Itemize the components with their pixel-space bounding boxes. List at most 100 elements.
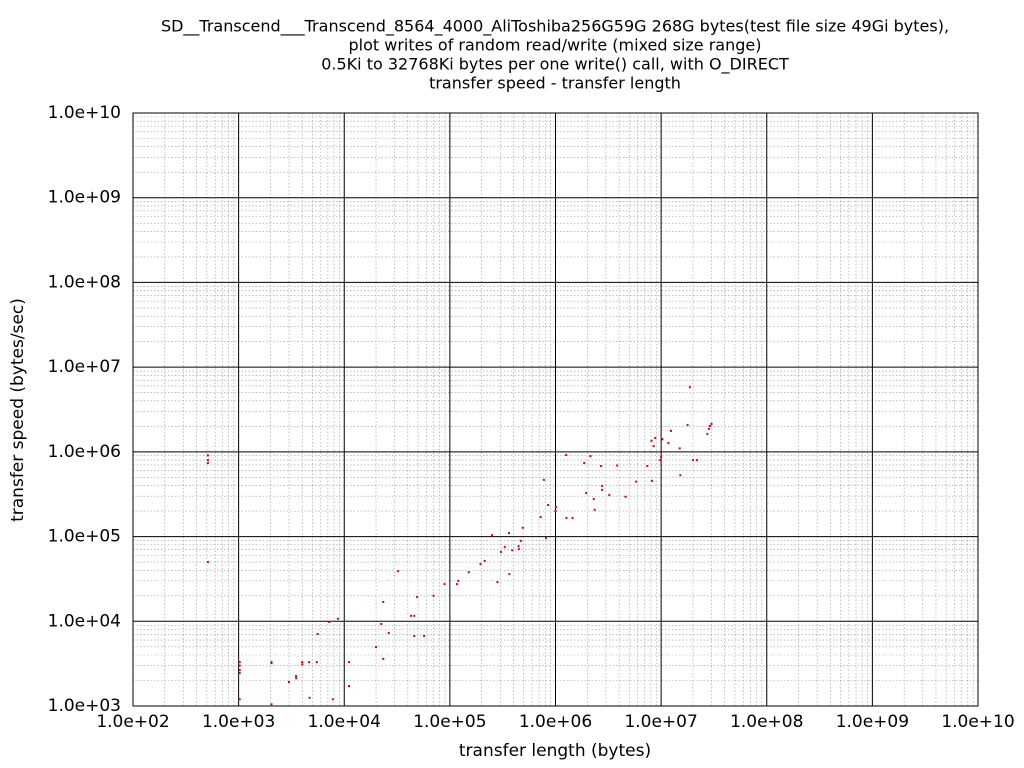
point <box>554 510 557 513</box>
point <box>380 622 383 625</box>
point <box>661 438 664 441</box>
point <box>691 459 694 462</box>
point <box>654 436 657 439</box>
point <box>443 583 446 586</box>
point <box>295 675 298 678</box>
x-tick-label: 1.0e+08 <box>730 712 803 732</box>
point <box>517 548 520 551</box>
y-tick-label: 1.0e+04 <box>48 611 121 631</box>
point <box>686 424 689 427</box>
x-tick-label: 1.0e+05 <box>413 712 486 732</box>
point <box>423 635 426 638</box>
point <box>206 461 209 464</box>
point <box>646 465 649 468</box>
point <box>387 631 390 634</box>
point <box>503 546 506 549</box>
point <box>508 532 511 535</box>
y-tick-label: 1.0e+09 <box>48 188 121 208</box>
point <box>571 516 574 519</box>
y-tick-label: 1.0e+10 <box>48 103 121 123</box>
point <box>206 561 209 564</box>
point <box>710 422 713 425</box>
x-axis-label: transfer length (bytes) <box>459 741 651 761</box>
point <box>270 703 273 706</box>
x-tick-label: 1.0e+07 <box>624 712 697 732</box>
x-tick-label: 1.0e+06 <box>519 712 592 732</box>
point <box>238 669 241 672</box>
point <box>521 526 524 529</box>
point <box>547 503 550 506</box>
x-tick-label: 1.0e+02 <box>96 712 169 732</box>
point <box>708 424 711 427</box>
point <box>413 614 416 617</box>
chart-title: plot writes of random read/write (mixed … <box>349 36 762 55</box>
point <box>659 459 662 462</box>
point <box>308 661 311 664</box>
plot-frame <box>132 112 979 707</box>
point <box>206 459 209 462</box>
point <box>301 661 304 664</box>
point <box>678 447 681 450</box>
y-tick-label: 1.0e+08 <box>48 272 121 292</box>
point <box>483 559 486 562</box>
point <box>348 685 351 688</box>
point <box>301 663 304 666</box>
point <box>288 681 291 684</box>
point <box>688 386 691 389</box>
point <box>554 505 557 508</box>
point <box>679 474 682 477</box>
point <box>410 614 413 617</box>
point <box>660 455 663 458</box>
point <box>565 516 568 519</box>
point <box>600 484 603 487</box>
point <box>328 621 331 624</box>
point <box>238 664 241 667</box>
point <box>413 635 416 638</box>
point <box>491 534 494 537</box>
point <box>706 433 709 436</box>
point <box>695 459 698 462</box>
point <box>206 454 209 457</box>
y-tick-label: 1.0e+03 <box>48 696 121 716</box>
chart-title: 0.5Ki to 32768Ki bytes per one write() c… <box>321 55 789 75</box>
point <box>583 461 586 464</box>
point <box>616 464 619 467</box>
point <box>519 539 522 542</box>
point <box>601 488 604 491</box>
point <box>651 479 654 482</box>
point <box>238 661 241 664</box>
chart-title: SD__Transcend___Transcend_8564_4000_AliT… <box>161 17 949 37</box>
y-tick-label: 1.0e+05 <box>48 527 121 547</box>
point <box>315 661 318 664</box>
point <box>708 427 711 430</box>
point <box>589 455 592 458</box>
point <box>545 537 548 540</box>
point <box>348 661 351 664</box>
point <box>316 632 319 635</box>
point <box>593 508 596 511</box>
point <box>500 550 503 553</box>
point <box>375 646 378 649</box>
point <box>669 429 672 432</box>
point <box>457 579 460 582</box>
x-tick-label: 1.0e+09 <box>836 712 909 732</box>
point <box>585 491 588 494</box>
point <box>650 439 653 442</box>
chart-title: transfer speed - transfer length <box>429 74 681 93</box>
x-tick-label: 1.0e+03 <box>202 712 275 732</box>
x-tick-label: 1.0e+10 <box>941 712 1014 732</box>
point <box>511 549 514 552</box>
point <box>416 596 419 599</box>
point <box>496 581 499 584</box>
point <box>331 698 334 701</box>
point <box>238 698 241 701</box>
point <box>270 662 273 665</box>
x-tick-label: 1.0e+04 <box>308 712 381 732</box>
point <box>382 600 385 603</box>
point <box>479 562 482 565</box>
point <box>608 494 611 497</box>
point <box>565 453 568 456</box>
point <box>624 495 627 498</box>
point <box>295 677 298 680</box>
